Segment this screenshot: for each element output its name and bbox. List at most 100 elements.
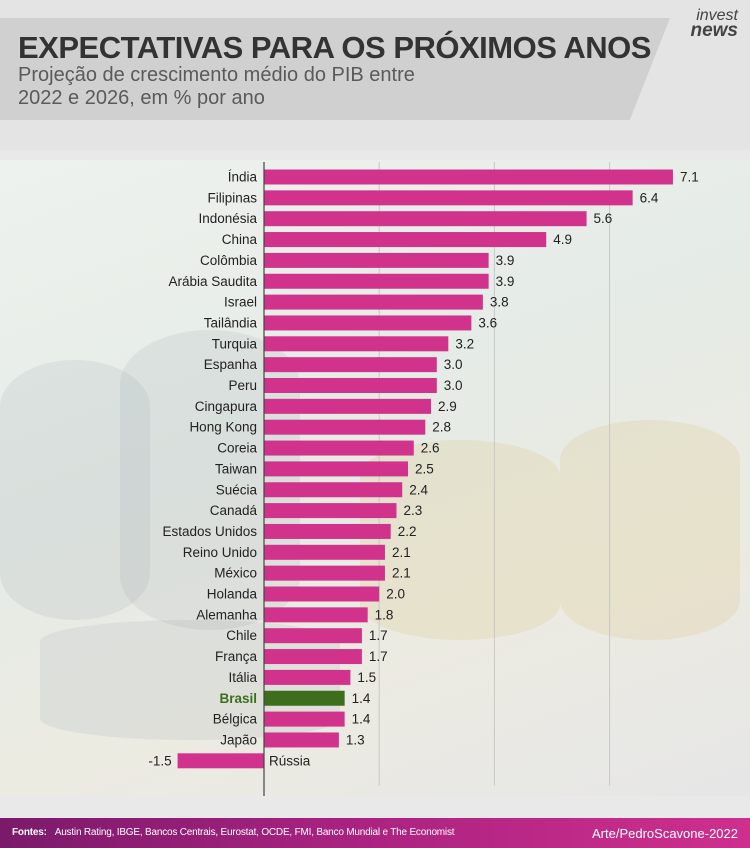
category-label: Japão xyxy=(220,732,257,747)
bar-11 xyxy=(264,398,432,414)
category-label: Turquia xyxy=(212,336,258,351)
value-label: 3.8 xyxy=(490,295,509,310)
bar-16 xyxy=(264,503,397,519)
category-label: China xyxy=(222,232,258,247)
bar-17 xyxy=(264,523,391,539)
bar-19 xyxy=(264,565,385,581)
bar-25 xyxy=(264,690,345,706)
category-label: Rússia xyxy=(269,753,311,768)
page-title: EXPECTATIVAS PARA OS PRÓXIMOS ANOS xyxy=(18,30,651,65)
bar-21 xyxy=(264,607,368,623)
value-label: -1.5 xyxy=(148,753,171,768)
bar-13 xyxy=(264,440,414,456)
page-subtitle: Projeção de crescimento médio do PIB ent… xyxy=(18,64,415,109)
value-label: 1.3 xyxy=(346,732,365,747)
coin-stack-decoration xyxy=(560,420,740,640)
category-label: Taiwan xyxy=(215,461,257,476)
bar-6 xyxy=(264,294,483,310)
bar-1 xyxy=(264,190,633,206)
value-label: 3.0 xyxy=(444,357,463,372)
category-label: Arábia Saudita xyxy=(168,274,257,289)
category-label: Hong Kong xyxy=(189,420,257,435)
sources-note: Fontes: Austin Rating, IBGE, Bancos Centr… xyxy=(12,827,455,838)
value-label: 1.7 xyxy=(369,649,388,664)
value-label: 1.5 xyxy=(357,670,376,685)
value-label: 2.6 xyxy=(421,441,440,456)
category-label: Itália xyxy=(228,670,257,685)
category-label: Reino Unido xyxy=(183,545,257,560)
title-panel xyxy=(0,18,670,120)
value-label: 2.1 xyxy=(392,566,411,581)
category-label: Canadá xyxy=(210,503,258,518)
value-label: 4.9 xyxy=(553,232,572,247)
bar-4 xyxy=(264,252,489,268)
bar-8 xyxy=(264,336,449,352)
value-label: 6.4 xyxy=(640,190,659,205)
bar-chart: Índia 7.1 Filipinas 6.4 Indonésia 5.6 China 4.9… xyxy=(148,162,699,796)
value-label: 3.9 xyxy=(496,274,515,289)
value-label: 1.4 xyxy=(352,712,371,727)
bar-10 xyxy=(264,378,437,393)
value-label: 2.0 xyxy=(386,587,405,602)
category-label: Chile xyxy=(226,628,257,643)
category-label: Indonésia xyxy=(198,211,257,226)
bar-3 xyxy=(264,232,547,248)
value-label: 2.5 xyxy=(415,461,434,476)
bar-20 xyxy=(264,586,380,602)
value-label: 2.3 xyxy=(403,503,422,518)
category-label: Suécia xyxy=(216,482,258,497)
value-label: 1.8 xyxy=(375,607,394,622)
value-label: 3.0 xyxy=(444,378,463,393)
category-label: Filipinas xyxy=(207,190,257,205)
bar-23 xyxy=(264,649,362,665)
value-label: 2.1 xyxy=(392,545,411,560)
value-label: 3.9 xyxy=(496,253,515,268)
category-label: Brasil xyxy=(219,691,257,706)
value-label: 3.2 xyxy=(455,336,474,351)
category-label: Colômbia xyxy=(200,253,258,268)
value-label: 2.8 xyxy=(432,420,451,435)
value-label: 1.7 xyxy=(369,628,388,643)
value-label: 1.4 xyxy=(352,691,371,706)
bar-15 xyxy=(264,482,403,498)
bar-14 xyxy=(264,461,408,477)
sources-label: Fontes: xyxy=(12,827,47,838)
investnews-logo: invest news xyxy=(674,8,738,41)
bar-5 xyxy=(264,273,489,289)
bar-0 xyxy=(264,169,673,185)
value-label: 7.1 xyxy=(680,170,699,185)
category-label: Espanha xyxy=(204,357,258,372)
bar-27 xyxy=(264,732,339,748)
category-label: Estados Unidos xyxy=(162,524,257,539)
bar-12 xyxy=(264,419,426,435)
labels: Índia 7.1 Filipinas 6.4 Indonésia 5.6 China 4.9… xyxy=(148,170,698,769)
value-label: 2.2 xyxy=(398,524,417,539)
bar-9 xyxy=(264,357,437,373)
value-label: 2.9 xyxy=(438,399,457,414)
bar-28 xyxy=(177,753,264,769)
category-label: Israel xyxy=(224,295,257,310)
category-label: Peru xyxy=(228,378,257,393)
category-label: México xyxy=(214,566,257,581)
bars xyxy=(177,169,673,769)
bar-26 xyxy=(264,711,345,727)
category-label: Coreia xyxy=(217,441,257,456)
sources-text: Austin Rating, IBGE, Bancos Centrais, Eu… xyxy=(54,827,455,838)
art-credit: Arte/PedroScavone-2022 xyxy=(592,826,738,841)
bar-7 xyxy=(264,315,472,331)
bar-24 xyxy=(264,669,351,685)
category-label: França xyxy=(215,649,258,664)
bar-18 xyxy=(264,544,385,560)
category-label: Holanda xyxy=(207,587,258,602)
category-label: Tailândia xyxy=(204,315,258,330)
bar-22 xyxy=(264,628,362,644)
category-label: Alemanha xyxy=(196,607,257,622)
value-label: 2.4 xyxy=(409,482,428,497)
logo-line-2: news xyxy=(690,20,738,41)
coin-stack-decoration xyxy=(0,360,150,620)
category-label: Cingapura xyxy=(195,399,258,414)
bar-2 xyxy=(264,211,587,227)
background-photo xyxy=(0,160,750,796)
footer: Fontes: Austin Rating, IBGE, Bancos Centr… xyxy=(0,818,750,848)
category-label: Índia xyxy=(228,170,258,185)
